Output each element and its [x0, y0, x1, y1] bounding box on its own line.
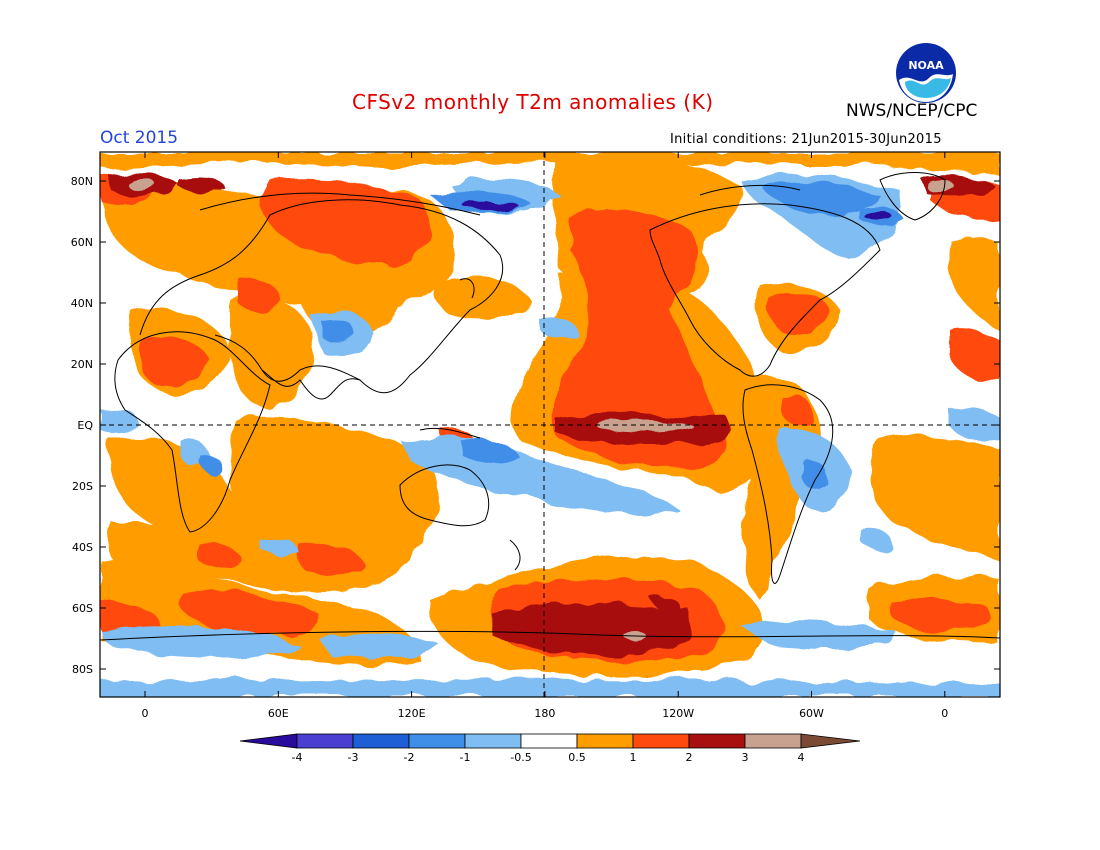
- colorbar-arrow-low: [239, 733, 298, 749]
- colorbar-segment: [296, 733, 354, 749]
- lat-tick-label: 20N: [71, 358, 93, 371]
- lon-tick-label: 0: [142, 707, 149, 720]
- colorbar-tick-label: 4: [798, 751, 805, 764]
- anomaly-shading: [100, 152, 1000, 697]
- lon-tick-label: 180: [534, 707, 555, 720]
- lat-tick-label: 60S: [72, 602, 93, 615]
- colorbar-arrow-high: [800, 733, 861, 749]
- lon-tick-label: 120W: [662, 707, 694, 720]
- lon-tick-label: 120E: [398, 707, 426, 720]
- latitude-axis: 80N 60N 40N 20N EQ 20S 40S 60S 80S: [71, 175, 1000, 676]
- anomaly-neg2-to-neg1: [200, 181, 905, 491]
- lat-tick-label: EQ: [77, 419, 93, 432]
- colorbar-tick-label: 2: [686, 751, 693, 764]
- colorbar-segment: [632, 733, 690, 749]
- lat-tick-label: 20S: [72, 480, 93, 493]
- colorbar-segment: [464, 733, 522, 749]
- longitude-axis: 0 60E 120E 180 120W 60W 0: [142, 152, 948, 720]
- lat-tick-label: 60N: [71, 236, 93, 249]
- logo-text: NOAA: [908, 59, 944, 72]
- colorbar-segment: [688, 733, 746, 749]
- colorbar-segment: [744, 733, 802, 749]
- colorbar-tick-label: -2: [404, 751, 415, 764]
- coastlines: [100, 172, 1000, 641]
- initial-conditions: Initial conditions: 21Jun2015-30Jun2015: [670, 132, 942, 147]
- colorbar-tick-label: 1: [630, 751, 637, 764]
- colorbar-tick-label: -0.5: [510, 751, 531, 764]
- colorbar-tick-label: -4: [292, 751, 303, 764]
- colorbar-segment: [520, 733, 578, 749]
- anomaly-below-neg2: [462, 201, 894, 222]
- colorbar-segment: [408, 733, 466, 749]
- lat-tick-label: 40S: [72, 541, 93, 554]
- lat-tick-label: 40N: [71, 297, 93, 310]
- colorbar-tick-label: 0.5: [568, 751, 586, 764]
- lat-tick-label: 80S: [72, 663, 93, 676]
- anomaly-3-to-4: [129, 180, 954, 643]
- chart-title: CFSv2 monthly T2m anomalies (K): [352, 90, 714, 114]
- valid-month: Oct 2015: [100, 128, 179, 148]
- colorbar-segment: [576, 733, 634, 749]
- colorbar-tick-label: 3: [742, 751, 749, 764]
- lon-tick-label: 60E: [268, 707, 289, 720]
- lat-tick-label: 80N: [71, 175, 93, 188]
- agency-label: NWS/NCEP/CPC: [846, 101, 978, 121]
- lon-tick-label: 0: [941, 707, 948, 720]
- colorbar-tick-label: -3: [348, 751, 359, 764]
- colorbar: -4 -3 -2 -1 -0.5 0.5 1 2 3 4: [239, 733, 861, 764]
- lon-tick-label: 60W: [799, 707, 824, 720]
- noaa-logo: NOAA: [895, 42, 957, 104]
- colorbar-segment: [352, 733, 410, 749]
- colorbar-tick-label: -1: [460, 751, 471, 764]
